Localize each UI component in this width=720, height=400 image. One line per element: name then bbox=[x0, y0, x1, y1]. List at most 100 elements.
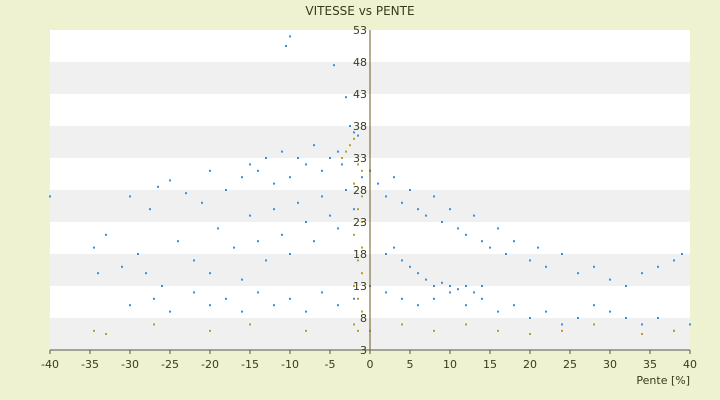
data-point bbox=[305, 163, 307, 166]
data-point bbox=[225, 189, 227, 191]
data-point bbox=[157, 185, 159, 188]
data-point bbox=[545, 310, 547, 313]
data-point bbox=[225, 297, 227, 300]
data-point bbox=[385, 195, 387, 198]
data-point bbox=[153, 323, 155, 326]
data-point bbox=[357, 259, 359, 262]
data-point bbox=[337, 227, 339, 230]
data-point bbox=[305, 221, 307, 223]
data-point bbox=[353, 233, 355, 236]
y-tick-label: 23 bbox=[353, 216, 367, 229]
data-point bbox=[153, 297, 155, 300]
data-point bbox=[481, 297, 483, 300]
x-tick-label: 0 bbox=[367, 358, 374, 371]
data-point bbox=[209, 304, 211, 307]
data-point bbox=[641, 272, 643, 275]
data-point bbox=[193, 259, 195, 262]
data-point bbox=[257, 240, 259, 243]
data-point bbox=[357, 163, 359, 166]
data-point bbox=[513, 304, 515, 307]
data-point bbox=[357, 134, 359, 137]
data-point bbox=[281, 150, 283, 153]
x-tick-label: -20 bbox=[201, 358, 219, 371]
data-point bbox=[641, 323, 643, 326]
data-point bbox=[497, 329, 499, 332]
data-point bbox=[241, 310, 243, 313]
data-point bbox=[349, 144, 351, 147]
data-point bbox=[457, 288, 459, 291]
data-point bbox=[209, 329, 211, 332]
data-point bbox=[489, 246, 491, 249]
data-point bbox=[265, 259, 267, 262]
data-point bbox=[285, 45, 287, 47]
data-point bbox=[537, 246, 539, 249]
data-point bbox=[673, 259, 675, 262]
x-tick-labels: -40 -35 -30 -25 -20 -15 -10 -5 0 5 10 15 20 25 30 35 40 bbox=[41, 350, 697, 371]
data-point bbox=[321, 195, 323, 198]
data-point bbox=[657, 317, 659, 319]
data-point bbox=[329, 214, 331, 217]
y-tick-label: 33 bbox=[353, 152, 367, 165]
data-point bbox=[281, 233, 283, 236]
data-point bbox=[609, 310, 611, 313]
chart-title: VITESSE vs PENTE bbox=[305, 4, 414, 18]
data-point bbox=[441, 221, 443, 223]
data-point bbox=[357, 208, 359, 211]
data-point bbox=[361, 169, 363, 172]
y-tick-label: 3 bbox=[360, 344, 367, 357]
data-point bbox=[345, 150, 347, 153]
data-point bbox=[481, 285, 483, 287]
data-point bbox=[209, 272, 211, 275]
x-tick-label: 30 bbox=[603, 358, 617, 371]
x-tick-label: -15 bbox=[241, 358, 259, 371]
data-point bbox=[105, 333, 107, 335]
data-point bbox=[353, 137, 355, 140]
data-point bbox=[401, 201, 403, 204]
data-point bbox=[353, 297, 355, 300]
data-point bbox=[361, 176, 363, 179]
x-tick-label: 20 bbox=[523, 358, 537, 371]
y-tick-label: 53 bbox=[353, 24, 367, 37]
data-point bbox=[289, 176, 291, 179]
data-point bbox=[353, 182, 355, 185]
data-point bbox=[313, 144, 315, 147]
x-tick-label: -35 bbox=[81, 358, 99, 371]
data-point bbox=[401, 323, 403, 326]
data-point bbox=[361, 272, 363, 275]
data-point bbox=[577, 317, 579, 319]
data-point bbox=[497, 227, 499, 230]
x-tick-label: -25 bbox=[161, 358, 179, 371]
x-tick-label: -5 bbox=[325, 358, 336, 371]
data-point bbox=[505, 253, 507, 255]
data-point bbox=[529, 317, 531, 319]
data-point bbox=[353, 323, 355, 326]
data-point bbox=[249, 163, 251, 166]
data-point bbox=[673, 329, 675, 332]
data-point bbox=[433, 297, 435, 300]
data-point bbox=[137, 253, 139, 255]
data-point bbox=[209, 169, 211, 172]
y-tick-label: 48 bbox=[353, 56, 367, 69]
data-point bbox=[401, 259, 403, 262]
data-point bbox=[593, 304, 595, 307]
data-point bbox=[473, 291, 475, 294]
data-point bbox=[689, 323, 691, 326]
data-point bbox=[257, 169, 259, 172]
data-point bbox=[393, 176, 395, 179]
data-point bbox=[97, 272, 99, 275]
data-point bbox=[641, 333, 643, 335]
data-point bbox=[361, 195, 363, 198]
data-point bbox=[681, 253, 683, 255]
data-point bbox=[433, 329, 435, 332]
data-point bbox=[449, 285, 451, 287]
data-point bbox=[361, 221, 363, 223]
data-point bbox=[497, 310, 499, 313]
data-point bbox=[353, 131, 355, 134]
data-point bbox=[465, 323, 467, 326]
data-point bbox=[313, 240, 315, 243]
data-point bbox=[353, 208, 355, 211]
data-point bbox=[321, 169, 323, 172]
data-point bbox=[273, 182, 275, 185]
